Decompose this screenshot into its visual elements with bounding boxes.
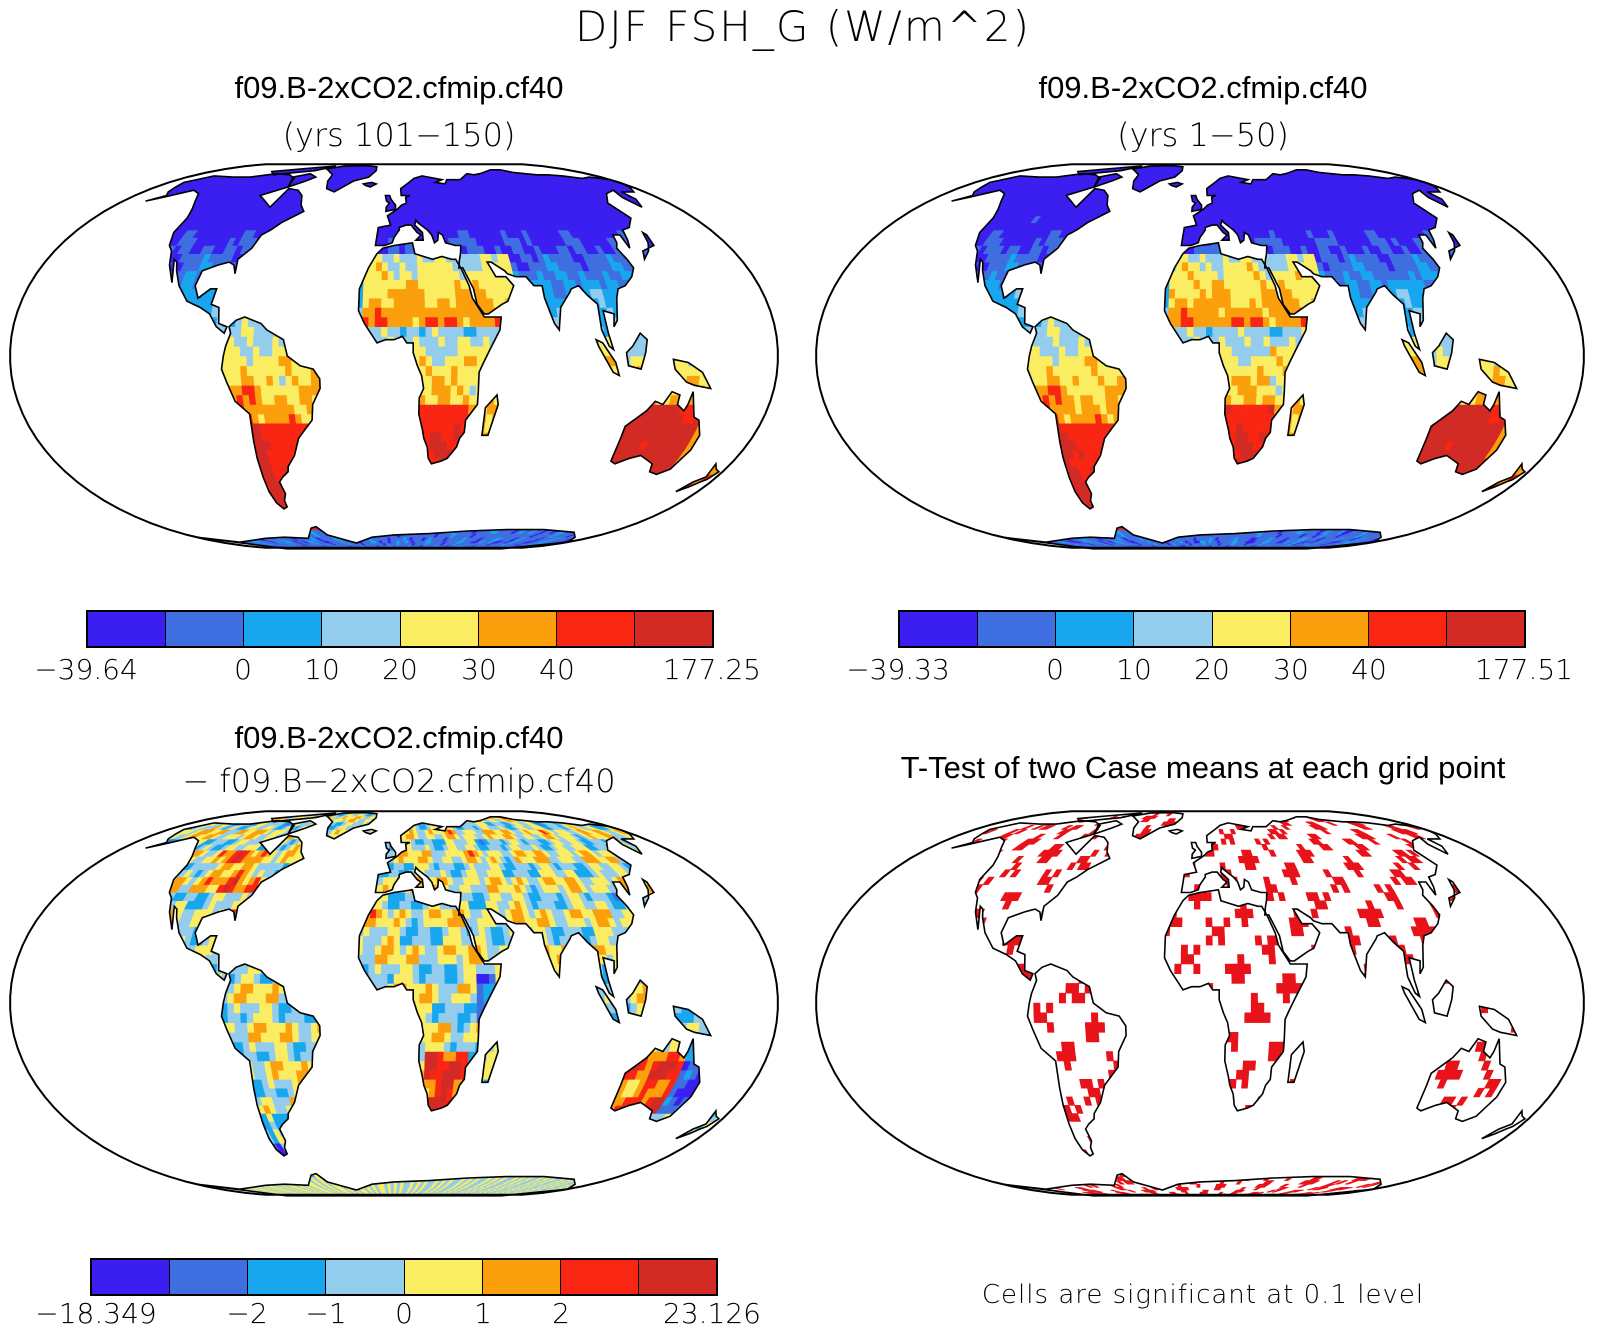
cbar-tl-max: 177.25 xyxy=(663,654,761,686)
panel-bl-title: f09.B-2xCO2.cfmip.cf40 xyxy=(4,720,794,756)
map-field xyxy=(951,812,1525,1196)
cbar-tl-tick-1: 0 xyxy=(234,654,252,686)
map-frame xyxy=(815,810,1585,1196)
cbar-tr-tick-4: 30 xyxy=(1273,654,1309,686)
colorbar-swatch xyxy=(92,1260,171,1294)
panel-tl-title: f09.B-2xCO2.cfmip.cf40 xyxy=(4,70,794,106)
map-frame xyxy=(9,810,779,1196)
panel-br-title: T-Test of two Case means at each grid po… xyxy=(808,750,1598,786)
coastlines xyxy=(145,811,721,1197)
figure-title: DJF FSH_G (W/m^2) xyxy=(0,2,1606,52)
colorbar-swatch xyxy=(88,612,167,646)
colorbar-swatch xyxy=(556,612,635,646)
colorbar-swatch xyxy=(326,1260,405,1294)
colorbar-tr xyxy=(898,610,1526,648)
cbar-tr-max: 177.51 xyxy=(1475,654,1573,686)
significance-note: Cells are significant at 0.1 level xyxy=(808,1280,1598,1310)
colorbar-swatch xyxy=(900,612,979,646)
colorbar-swatch xyxy=(634,612,712,646)
colorbar-swatch xyxy=(1446,612,1524,646)
coastlines xyxy=(951,811,1527,1197)
cbar-tr-tick-5: 40 xyxy=(1351,654,1387,686)
cbar-bl-tick-4: 1 xyxy=(474,1298,492,1330)
colorbar-swatch xyxy=(244,612,323,646)
colorbar-swatch xyxy=(638,1260,716,1294)
colorbar-swatch xyxy=(978,612,1057,646)
map-frame xyxy=(9,163,779,549)
cbar-bl-min: −18.349 xyxy=(35,1298,156,1330)
coastlines xyxy=(145,164,721,550)
cbar-tl-tick-4: 30 xyxy=(461,654,497,686)
cbar-tr-tick-2: 10 xyxy=(1116,654,1152,686)
colorbar-swatch xyxy=(560,1260,639,1294)
colorbar-swatch xyxy=(404,1260,483,1294)
cbar-tl-tick-2: 10 xyxy=(304,654,340,686)
cbar-bl-tick-5: 2 xyxy=(552,1298,570,1330)
coastlines xyxy=(951,164,1527,550)
colorbar-swatch xyxy=(482,1260,561,1294)
colorbar-swatch xyxy=(1368,612,1447,646)
cbar-tl-min: −39.64 xyxy=(34,654,138,686)
colorbar-swatch xyxy=(400,612,479,646)
panel-tr-subtitle: (yrs 1−50) xyxy=(808,116,1598,154)
colorbar-bl xyxy=(90,1258,718,1296)
colorbar-swatch xyxy=(170,1260,249,1294)
cbar-tr-min: −39.33 xyxy=(846,654,950,686)
colorbar-swatch xyxy=(478,612,557,646)
cbar-bl-max: 23.126 xyxy=(663,1298,761,1330)
cbar-bl-tick-1: −2 xyxy=(226,1298,267,1330)
cbar-bl-tick-3: 0 xyxy=(395,1298,413,1330)
panel-tl-subtitle: (yrs 101−150) xyxy=(4,116,794,154)
cbar-tl-tick-5: 40 xyxy=(539,654,575,686)
panel-tr-title: f09.B-2xCO2.cfmip.cf40 xyxy=(808,70,1598,106)
colorbar-swatch xyxy=(1134,612,1213,646)
colorbar-swatch xyxy=(1290,612,1369,646)
colorbar-swatch xyxy=(1212,612,1291,646)
cbar-tr-tick-3: 20 xyxy=(1194,654,1230,686)
colorbar-swatch xyxy=(166,612,245,646)
colorbar-tl xyxy=(86,610,714,648)
cbar-tl-tick-3: 20 xyxy=(382,654,418,686)
cbar-tr-tick-1: 0 xyxy=(1046,654,1064,686)
panel-bl-subtitle: − f09.B−2xCO2.cfmip.cf40 xyxy=(4,762,794,800)
map-frame xyxy=(815,163,1585,549)
colorbar-swatch xyxy=(322,612,401,646)
cbar-bl-tick-2: −1 xyxy=(305,1298,346,1330)
colorbar-swatch xyxy=(248,1260,327,1294)
colorbar-swatch xyxy=(1056,612,1135,646)
